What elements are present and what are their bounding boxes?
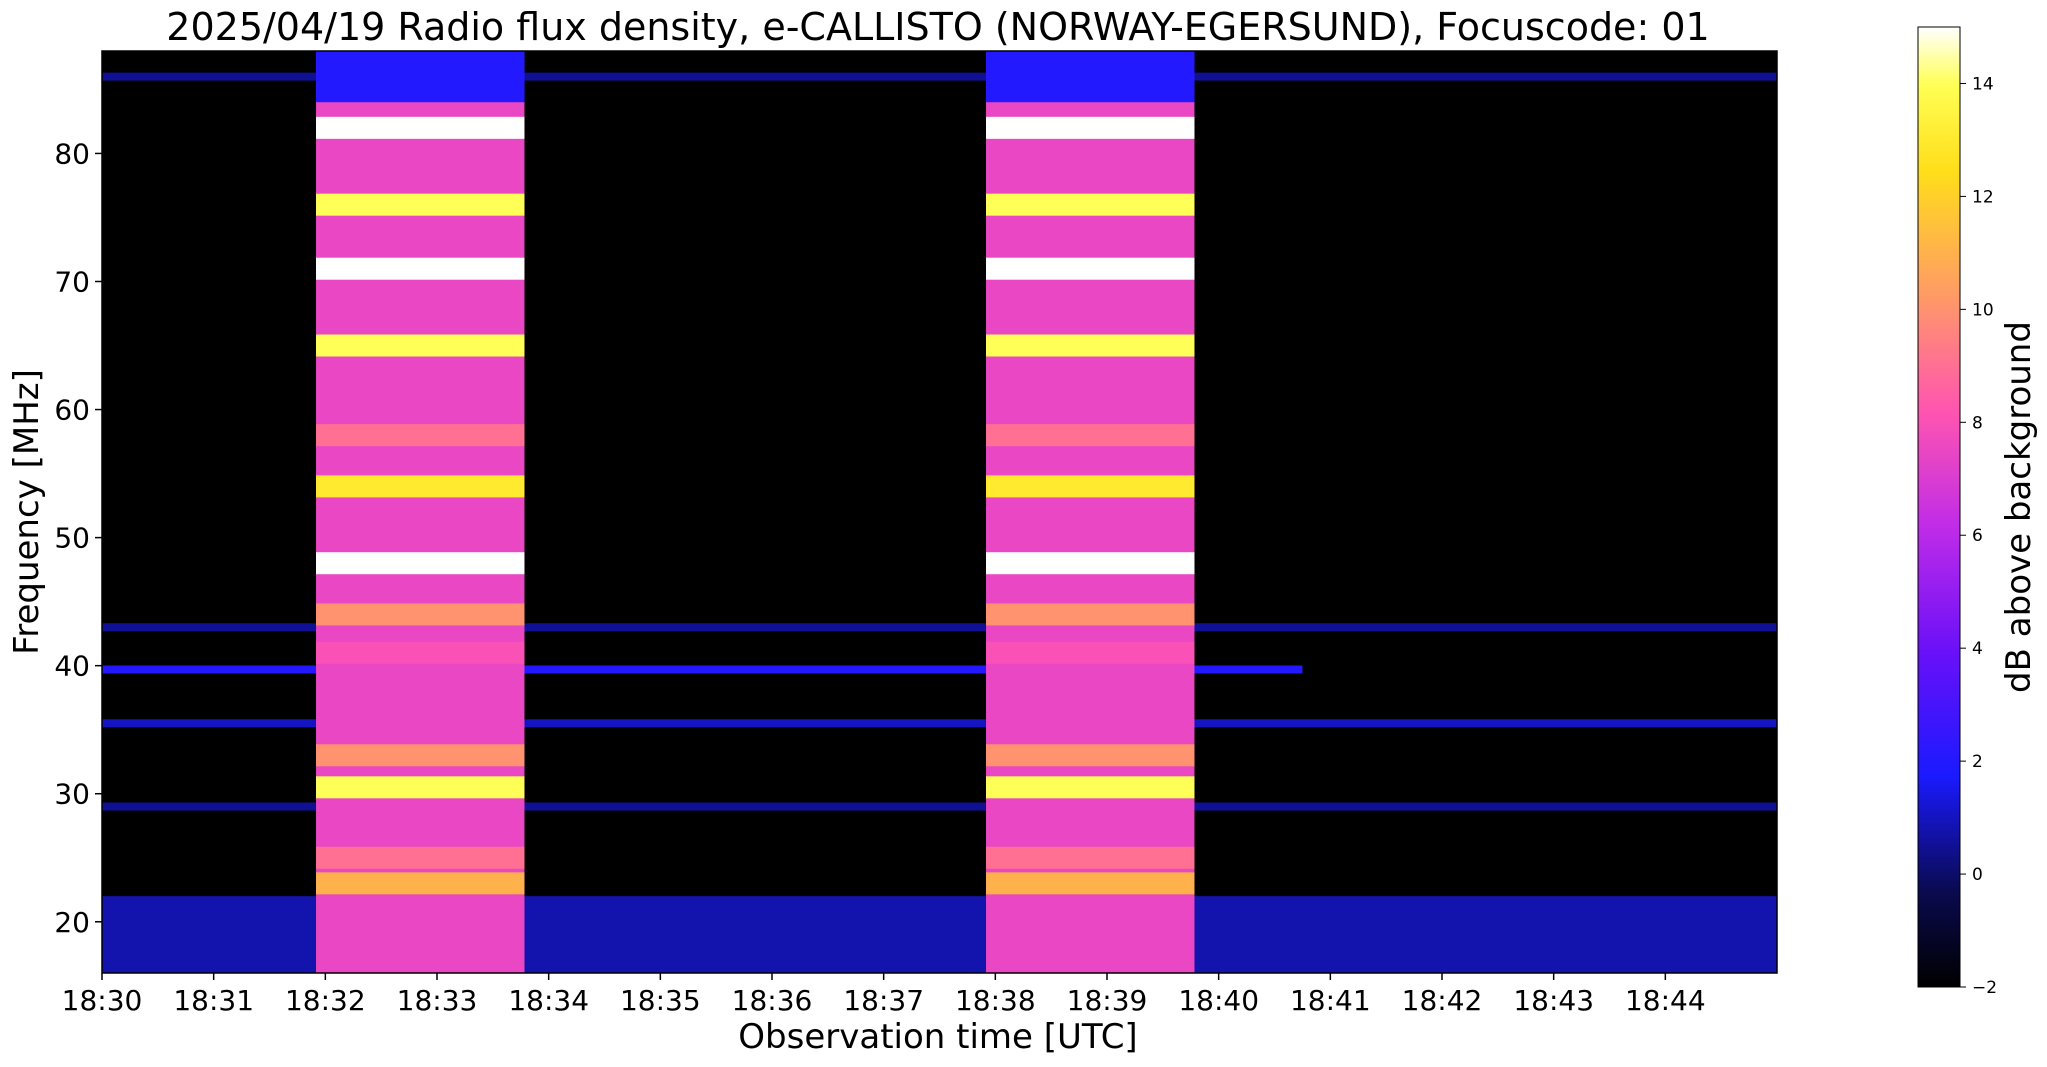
x-tick-label: 18:34 <box>508 984 589 1017</box>
x-axis: 18:30 18:31 18:32 18:33 18:34 18:35 18:36 18:37… <box>62 973 1706 1017</box>
burst-band <box>316 334 525 357</box>
burst-band <box>316 846 525 869</box>
burst-band <box>986 334 1195 357</box>
burst-band <box>986 641 1195 664</box>
x-tick-label: 18:37 <box>843 984 924 1017</box>
burst-band <box>986 193 1195 216</box>
background-line <box>102 802 1777 811</box>
burst-column <box>986 51 1195 973</box>
burst-band <box>986 776 1195 799</box>
colorbar <box>1917 26 1961 988</box>
background-line <box>102 623 1777 632</box>
x-tick-label: 18:40 <box>1178 984 1259 1017</box>
colorbar-tick-label: 6 <box>1972 526 1983 546</box>
burst-top-band <box>986 51 1195 103</box>
x-tick-label: 18:30 <box>62 984 143 1017</box>
x-tick-label: 18:44 <box>1625 984 1706 1017</box>
colorbar-tick-label: 14 <box>1972 74 1994 94</box>
colorbar-tick-label: 10 <box>1972 300 1994 320</box>
y-tick-label: 80 <box>54 137 90 170</box>
background-line <box>102 72 1777 81</box>
colorbar-axis: −2 0 2 4 6 8 10 12 14 <box>1960 74 1997 998</box>
burst-band <box>316 744 525 767</box>
background-line <box>102 719 1777 728</box>
burst-band <box>316 552 525 575</box>
x-tick-label: 18:35 <box>620 984 701 1017</box>
burst-band <box>316 641 525 664</box>
chart-title: 2025/04/19 Radio flux density, e-CALLIST… <box>166 5 1709 49</box>
burst-band <box>986 257 1195 280</box>
x-tick-label: 18:33 <box>397 984 478 1017</box>
colorbar-tick-label: 8 <box>1972 413 1983 433</box>
colorbar-label: dB above background <box>1999 321 2039 693</box>
burst-column <box>316 51 525 973</box>
burst-band <box>316 872 525 895</box>
x-tick-label: 18:41 <box>1290 984 1371 1017</box>
burst-band <box>986 424 1195 447</box>
y-axis: 20 30 40 50 60 70 80 <box>54 137 102 939</box>
background-line <box>102 665 1303 674</box>
burst-band <box>986 116 1195 139</box>
y-tick-label: 40 <box>54 650 90 683</box>
burst-band <box>986 552 1195 575</box>
x-tick-label: 18:39 <box>1067 984 1148 1017</box>
burst-band <box>316 603 525 626</box>
burst-band <box>316 776 525 799</box>
x-tick-label: 18:36 <box>732 984 813 1017</box>
plot-content <box>102 51 1777 973</box>
y-tick-label: 70 <box>54 266 90 299</box>
burst-band <box>316 424 525 447</box>
burst-band <box>986 846 1195 869</box>
y-tick-label: 50 <box>54 522 90 555</box>
x-tick-label: 18:38 <box>955 984 1036 1017</box>
x-tick-label: 18:31 <box>173 984 254 1017</box>
burst-band <box>316 475 525 498</box>
x-tick-label: 18:32 <box>285 984 366 1017</box>
burst-band <box>316 116 525 139</box>
x-axis-label: Observation time [UTC] <box>738 1017 1137 1057</box>
burst-top-band <box>316 51 525 103</box>
x-tick-label: 18:42 <box>1402 984 1483 1017</box>
y-tick-label: 60 <box>54 394 90 427</box>
burst-band <box>986 872 1195 895</box>
burst-band <box>986 475 1195 498</box>
plot-frame <box>101 50 1778 974</box>
burst-band <box>316 257 525 280</box>
colorbar-tick-label: 2 <box>1972 752 1983 772</box>
y-tick-label: 30 <box>54 778 90 811</box>
burst-band <box>986 603 1195 626</box>
colorbar-tick-label: 0 <box>1972 865 1983 885</box>
y-axis-label: Frequency [MHz] <box>7 369 47 655</box>
colorbar-tick-label: 12 <box>1972 187 1994 207</box>
colorbar-tick-label: −2 <box>1972 978 1997 998</box>
colorbar-tick-label: 4 <box>1972 639 1983 659</box>
x-tick-label: 18:43 <box>1513 984 1594 1017</box>
burst-band <box>986 744 1195 767</box>
burst-band <box>316 193 525 216</box>
y-tick-label: 20 <box>54 906 90 939</box>
